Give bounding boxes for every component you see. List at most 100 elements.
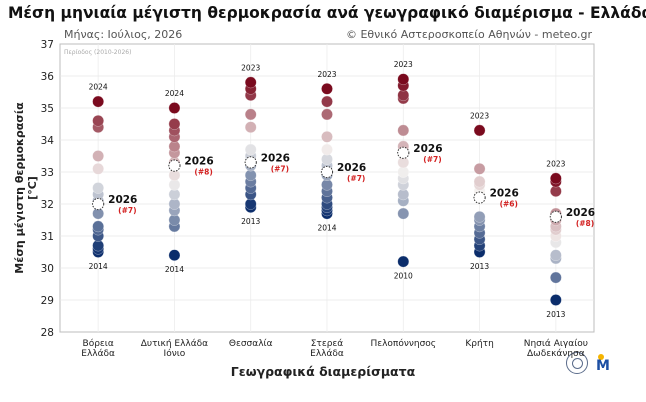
data-point bbox=[92, 162, 104, 175]
data-point bbox=[397, 255, 410, 268]
x-category-label: Νησιά Αιγαίου bbox=[524, 339, 588, 349]
data-point bbox=[321, 130, 333, 143]
data-point bbox=[550, 271, 562, 284]
data-point bbox=[397, 207, 410, 220]
rank-label: (#7) bbox=[347, 174, 365, 183]
current-year-label: 2026 bbox=[261, 152, 290, 164]
current-year-label: 2026 bbox=[490, 188, 519, 200]
min-year-label: 2014 bbox=[165, 265, 184, 274]
y-tick-label: 34 bbox=[41, 135, 55, 147]
max-year-label: 2023 bbox=[241, 63, 260, 72]
y-tick-label: 35 bbox=[41, 103, 54, 115]
data-point bbox=[321, 95, 333, 108]
data-point bbox=[473, 175, 486, 188]
min-year-label: 2014 bbox=[317, 224, 336, 233]
annotations: 2026(#7)202420142026(#8)202420142026(#7)… bbox=[89, 60, 595, 319]
y-axis-ticks: 28 29 30 31 32 33 34 35 36 37 bbox=[41, 39, 55, 339]
data-point bbox=[92, 220, 104, 233]
data-point bbox=[244, 76, 257, 89]
x-axis-label: Γεωγραφικά διαμερίσματα bbox=[230, 364, 416, 379]
y-tick-label: 33 bbox=[41, 167, 54, 179]
rank-label: (#6) bbox=[500, 200, 518, 209]
current-year-label: 2026 bbox=[413, 143, 442, 155]
min-year-label: 2014 bbox=[89, 262, 108, 271]
x-category-label: Βόρεια bbox=[83, 338, 114, 349]
max-year-label: 2023 bbox=[546, 159, 565, 168]
data-point bbox=[244, 121, 257, 134]
data-point bbox=[321, 143, 333, 156]
max-year-label: 2024 bbox=[89, 83, 108, 92]
x-category-label: Ελλάδα bbox=[310, 349, 344, 359]
rank-label: (#8) bbox=[194, 168, 212, 177]
y-tick-label: 28 bbox=[41, 327, 54, 339]
max-year-label: 2024 bbox=[165, 89, 184, 98]
data-point bbox=[550, 294, 562, 306]
current-year-point bbox=[320, 165, 334, 179]
chart-subtitle: Μήνας: Ιούλιος, 2026 bbox=[64, 28, 183, 41]
data-point bbox=[550, 172, 562, 185]
x-category-label: Δωδεκάνησα bbox=[527, 349, 585, 359]
data-point bbox=[473, 210, 486, 223]
current-year-label: 2026 bbox=[566, 207, 595, 219]
period-note: Περίοδος (2010-2026) bbox=[64, 49, 131, 56]
data-point bbox=[473, 162, 486, 175]
min-year-label: 2013 bbox=[241, 217, 260, 226]
x-category-label: Ιόνιο bbox=[164, 348, 186, 359]
min-year-label: 2013 bbox=[470, 262, 489, 271]
meteo-logo-icon: M bbox=[596, 354, 616, 374]
y-tick-label: 30 bbox=[41, 263, 54, 275]
current-year-label: 2026 bbox=[184, 156, 213, 168]
x-category-label: Θεσσαλία bbox=[229, 339, 273, 349]
meteo-letter: M bbox=[596, 358, 610, 374]
min-year-label: 2013 bbox=[546, 310, 565, 319]
rank-label: (#7) bbox=[423, 155, 441, 164]
data-point bbox=[92, 150, 104, 162]
data-point bbox=[550, 249, 562, 262]
chart-title: Μέση μηνιαία μέγιστη θερμοκρασία ανά γεω… bbox=[8, 4, 646, 22]
x-category-label: Κρήτη bbox=[465, 339, 493, 349]
data-points bbox=[92, 73, 562, 306]
current-year-point bbox=[244, 156, 257, 169]
current-year-point bbox=[549, 210, 562, 223]
y-tick-label: 29 bbox=[41, 295, 54, 307]
current-year-label: 2026 bbox=[108, 194, 137, 206]
y-tick-label: 32 bbox=[41, 199, 54, 211]
x-category-label: Ελλάδα bbox=[81, 349, 115, 359]
x-category-label: Πελοπόννησος bbox=[370, 338, 436, 349]
noa-seal-icon bbox=[566, 352, 588, 374]
data-point bbox=[168, 118, 181, 130]
data-point bbox=[92, 95, 104, 108]
y-tick-label: 36 bbox=[41, 71, 55, 83]
current-year-point bbox=[473, 191, 486, 204]
data-point bbox=[321, 108, 333, 121]
data-point bbox=[92, 182, 104, 194]
current-year-point bbox=[92, 197, 105, 211]
data-point bbox=[473, 124, 486, 137]
min-year-label: 2010 bbox=[394, 272, 413, 281]
data-point bbox=[244, 108, 257, 121]
data-point bbox=[397, 73, 410, 86]
max-year-label: 2023 bbox=[470, 111, 489, 120]
current-year-point bbox=[168, 159, 181, 172]
x-category-label: Στερεά bbox=[311, 339, 344, 349]
y-tick-label: 37 bbox=[41, 39, 54, 51]
rank-label: (#7) bbox=[118, 206, 136, 215]
y-tick-label: 31 bbox=[41, 231, 54, 243]
rank-label: (#8) bbox=[576, 219, 594, 228]
data-point bbox=[321, 82, 333, 95]
current-year-point bbox=[397, 146, 410, 159]
meteo-dot-icon bbox=[598, 354, 604, 360]
data-point bbox=[168, 102, 181, 114]
max-year-label: 2023 bbox=[394, 60, 413, 69]
current-year-label: 2026 bbox=[337, 162, 366, 174]
rank-label: (#7) bbox=[271, 164, 289, 173]
max-year-label: 2023 bbox=[317, 70, 336, 79]
chart-credit: © Εθνικό Αστεροσκοπείο Αθηνών - meteo.gr bbox=[345, 28, 592, 41]
data-point bbox=[168, 249, 181, 262]
data-point bbox=[397, 124, 410, 137]
x-category-label: Δυτική Ελλάδα bbox=[141, 339, 208, 349]
data-point bbox=[244, 143, 257, 156]
data-point bbox=[92, 114, 104, 127]
